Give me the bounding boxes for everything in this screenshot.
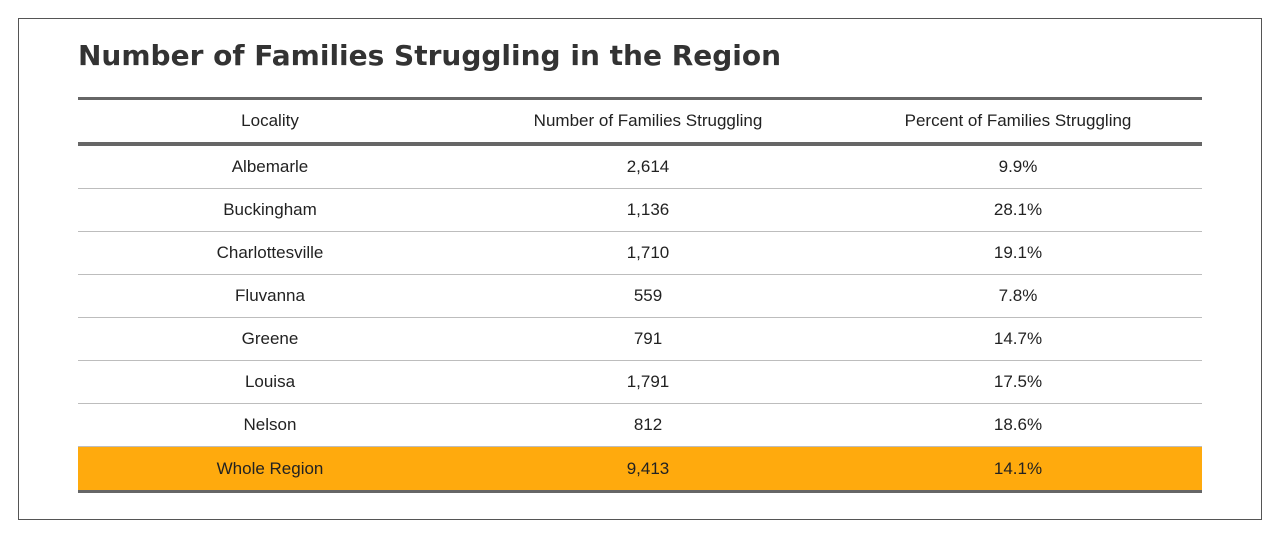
locality-cell: Greene bbox=[241, 329, 299, 348]
table-panel: Number of Families Struggling in the Reg… bbox=[18, 18, 1262, 520]
total-percent-cell: 14.1% bbox=[993, 458, 1043, 478]
table-row: Louisa 1,791 17.5% bbox=[78, 361, 1202, 404]
number-cell: 2,614 bbox=[626, 157, 670, 176]
percent-cell: 28.1% bbox=[993, 200, 1043, 219]
table-row: Nelson 812 18.6% bbox=[78, 404, 1202, 447]
percent-cell: 7.8% bbox=[998, 286, 1038, 305]
page-title: Number of Families Struggling in the Reg… bbox=[78, 39, 782, 72]
column-header-percent: Percent of Families Struggling bbox=[904, 111, 1132, 130]
table-header-row: Locality Number of Families Struggling P… bbox=[78, 100, 1202, 146]
families-table: Locality Number of Families Struggling P… bbox=[78, 97, 1202, 493]
table-row: Fluvanna 559 7.8% bbox=[78, 275, 1202, 318]
column-header-locality: Locality bbox=[241, 111, 299, 130]
locality-cell: Nelson bbox=[243, 415, 297, 434]
number-cell: 791 bbox=[633, 329, 663, 348]
percent-cell: 9.9% bbox=[998, 157, 1038, 176]
locality-cell: Buckingham bbox=[223, 200, 317, 219]
number-cell: 1,710 bbox=[626, 243, 670, 262]
locality-cell: Fluvanna bbox=[235, 286, 305, 305]
number-cell: 559 bbox=[633, 286, 663, 305]
locality-cell: Albemarle bbox=[231, 157, 309, 176]
table-row: Buckingham 1,136 28.1% bbox=[78, 189, 1202, 232]
locality-cell: Louisa bbox=[244, 372, 296, 391]
number-cell: 1,136 bbox=[626, 200, 670, 219]
number-cell: 812 bbox=[633, 415, 663, 434]
total-locality-cell: Whole Region bbox=[216, 458, 324, 478]
number-cell: 1,791 bbox=[626, 372, 670, 391]
table-row: Albemarle 2,614 9.9% bbox=[78, 146, 1202, 189]
table-row: Charlottesville 1,710 19.1% bbox=[78, 232, 1202, 275]
table-row: Greene 791 14.7% bbox=[78, 318, 1202, 361]
total-number-cell: 9,413 bbox=[626, 458, 670, 478]
percent-cell: 18.6% bbox=[993, 415, 1043, 434]
percent-cell: 17.5% bbox=[993, 372, 1043, 391]
column-header-number: Number of Families Struggling bbox=[533, 111, 763, 130]
percent-cell: 19.1% bbox=[993, 243, 1043, 262]
percent-cell: 14.7% bbox=[993, 329, 1043, 348]
total-row: Whole Region 9,413 14.1% bbox=[78, 447, 1202, 493]
locality-cell: Charlottesville bbox=[216, 243, 324, 262]
